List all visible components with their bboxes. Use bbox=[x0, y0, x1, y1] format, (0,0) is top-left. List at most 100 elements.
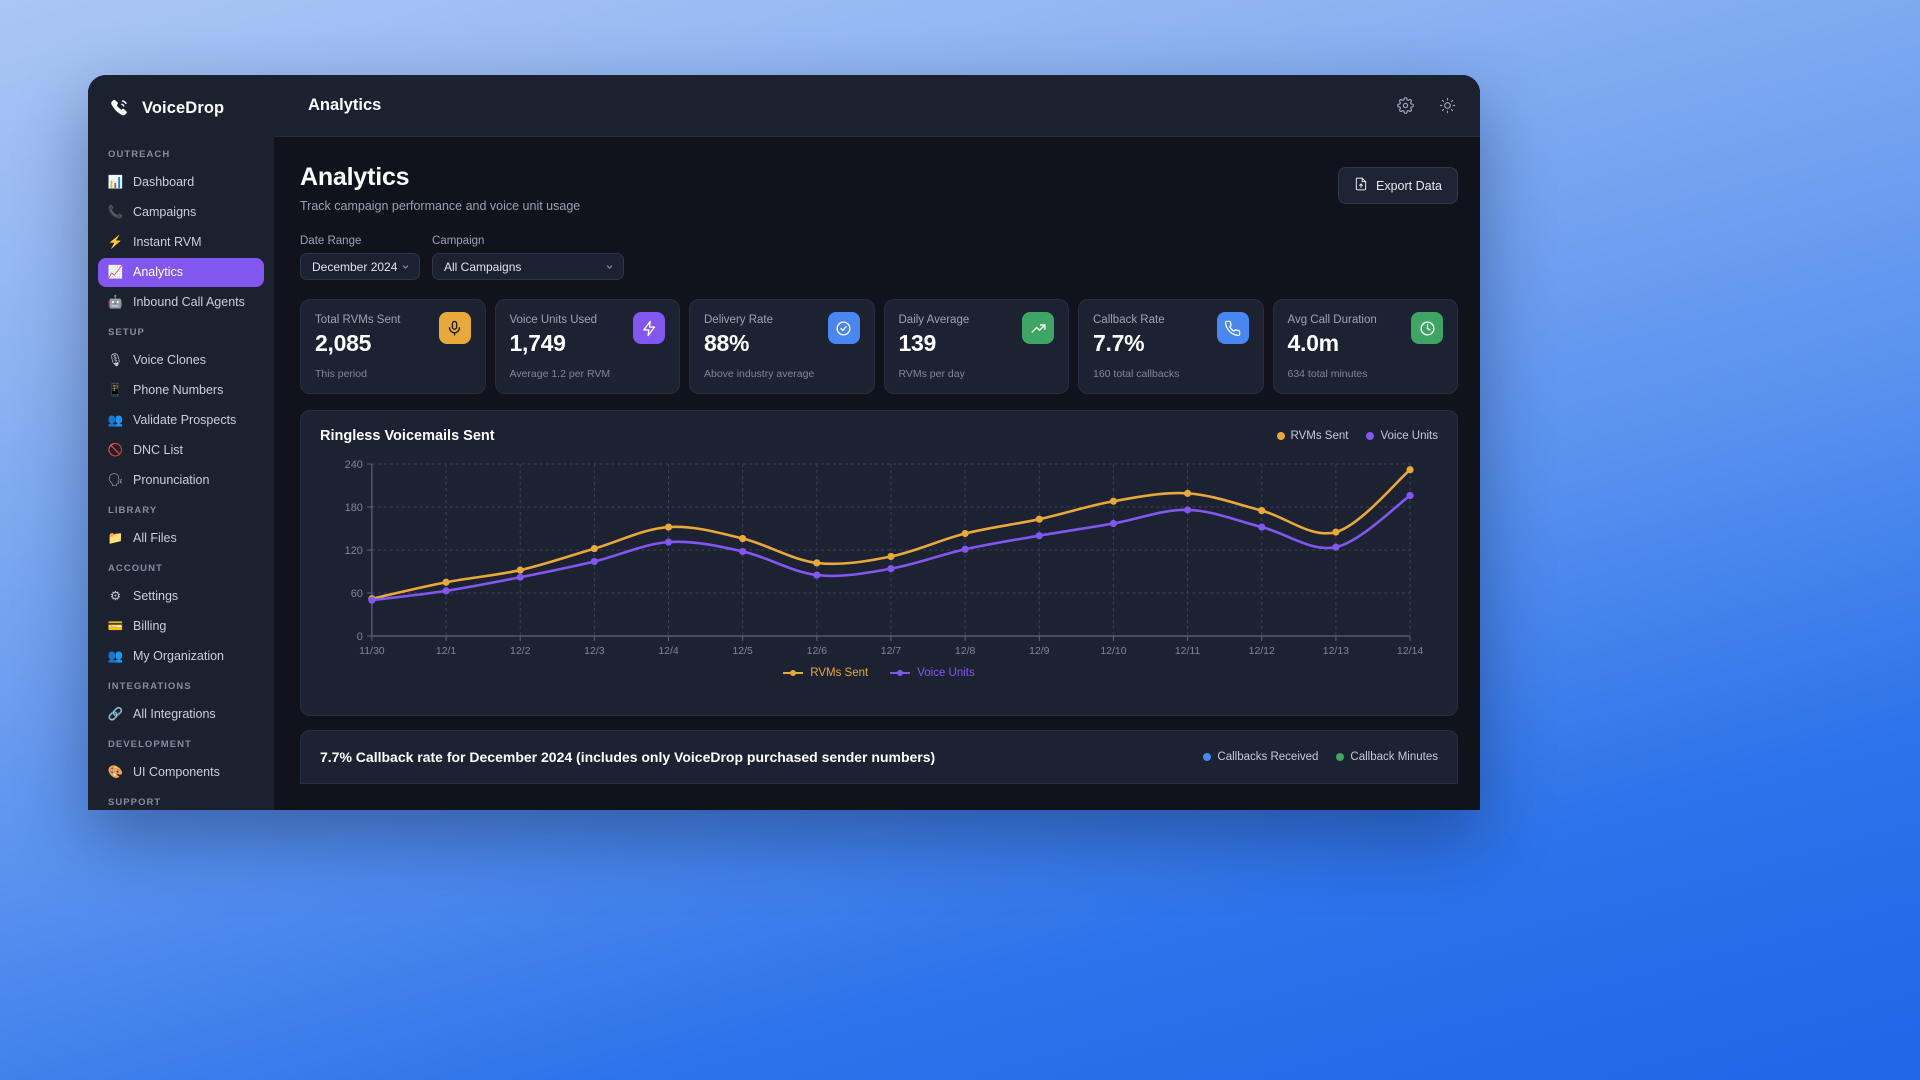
sidebar-item-all-files[interactable]: 📁 All Files bbox=[98, 524, 264, 553]
svg-text:12/11: 12/11 bbox=[1175, 646, 1201, 657]
sidebar-item-phone-numbers[interactable]: 📱 Phone Numbers bbox=[98, 376, 264, 405]
sidebar-item-analytics[interactable]: 📈 Analytics bbox=[98, 258, 264, 287]
legend-label: Voice Units bbox=[917, 667, 975, 679]
sidebar-item-campaigns[interactable]: 📞 Campaigns bbox=[98, 198, 264, 227]
stat-card-daily-average: Daily Average 139 RVMs per day bbox=[883, 299, 1069, 394]
gear-icon: ⚙ bbox=[109, 589, 122, 604]
date-range-selected-value: December 2024 bbox=[312, 259, 398, 274]
sidebar-section-development: DEVELOPMENT bbox=[108, 739, 192, 750]
sidebar-item-pronunciation[interactable]: 🗣 Pronunciation bbox=[98, 466, 264, 495]
palette-icon: 🎨 bbox=[107, 765, 124, 780]
sidebar-item-inbound-call-agents[interactable]: 🤖 Inbound Call Agents bbox=[98, 288, 264, 317]
people-icon: 👥 bbox=[107, 649, 124, 664]
sidebar-item-ui-components[interactable]: 🎨 UI Components bbox=[98, 758, 264, 787]
sun-icon[interactable] bbox=[1436, 95, 1458, 117]
topbar-actions bbox=[1394, 95, 1458, 117]
topbar-title: Analytics bbox=[308, 96, 382, 114]
link-icon: 🔗 bbox=[107, 707, 124, 722]
svg-text:12/14: 12/14 bbox=[1397, 646, 1423, 657]
sidebar-item-dnc-list[interactable]: 🚫 DNC List bbox=[98, 436, 264, 465]
chart-legend-bottom: RVMs Sent Voice Units bbox=[320, 667, 1438, 679]
filter-label-campaign: Campaign bbox=[432, 235, 485, 247]
legend-color-dot bbox=[1366, 432, 1375, 440]
stat-top: Daily Average 139 bbox=[898, 312, 1054, 357]
bar-chart-icon: 📊 bbox=[107, 175, 124, 190]
microphone-icon: 🎙 bbox=[107, 353, 124, 368]
filter-label-date-range: Date Range bbox=[300, 235, 362, 247]
phone-waves-icon bbox=[108, 97, 131, 120]
campaign-select[interactable]: All Campaigns bbox=[432, 253, 624, 280]
main-area: Analytics Analyt bbox=[274, 75, 1480, 810]
legend-line-marker bbox=[890, 672, 911, 674]
phone-icon bbox=[1216, 312, 1249, 344]
legend-item-voice-units[interactable]: Voice Units bbox=[1366, 430, 1438, 442]
sidebar-section-integrations: INTEGRATIONS bbox=[108, 681, 192, 692]
legend-label: RVMs Sent bbox=[810, 667, 869, 679]
stat-label: Avg Call Duration bbox=[1287, 314, 1377, 326]
stat-top: Total RVMs Sent 2,085 bbox=[315, 312, 471, 357]
keypad-icon: 📱 bbox=[107, 383, 124, 398]
chevron-down-icon bbox=[402, 264, 409, 269]
svg-text:12/5: 12/5 bbox=[732, 646, 753, 657]
sidebar-item-settings[interactable]: ⚙ Settings bbox=[98, 582, 264, 611]
sidebar-item-label: Billing bbox=[133, 619, 167, 634]
svg-text:120: 120 bbox=[345, 545, 363, 557]
callback-rate-card: 7.7% Callback rate for December 2024 (in… bbox=[300, 730, 1458, 784]
stat-card-avg-call-duration: Avg Call Duration 4.0m 634 total minutes bbox=[1272, 299, 1458, 394]
topbar: Analytics bbox=[274, 75, 1480, 137]
stat-footnote: 634 total minutes bbox=[1287, 368, 1368, 380]
svg-text:12/4: 12/4 bbox=[658, 646, 679, 657]
stat-label: Daily Average bbox=[898, 314, 970, 326]
sidebar-item-billing[interactable]: 💳 Billing bbox=[98, 612, 264, 641]
legend-label: RVMs Sent bbox=[1290, 430, 1349, 442]
legend-item-rvms-sent[interactable]: RVMs Sent bbox=[1276, 430, 1349, 442]
chevron-down-icon bbox=[606, 264, 613, 269]
bottom-legend-item-rvms-sent[interactable]: RVMs Sent bbox=[783, 667, 868, 679]
brand[interactable]: VoiceDrop bbox=[88, 75, 274, 140]
sidebar-item-label: Inbound Call Agents bbox=[133, 295, 245, 310]
stat-top: Delivery Rate 88% bbox=[704, 312, 860, 357]
svg-text:12/1: 12/1 bbox=[436, 646, 457, 657]
rvm-chart-card: Ringless Voicemails Sent RVMs Sent Voice … bbox=[300, 410, 1458, 716]
legend-color-dot bbox=[1203, 753, 1212, 761]
sidebar-item-label: Voice Clones bbox=[133, 353, 206, 368]
callback-legend-callbacks-received[interactable]: Callbacks Received bbox=[1203, 751, 1318, 763]
sidebar-item-voice-clones[interactable]: 🎙 Voice Clones bbox=[98, 346, 264, 375]
stat-label: Voice Units Used bbox=[509, 314, 598, 326]
sidebar-section-outreach: OUTREACH bbox=[108, 149, 171, 160]
sidebar-item-validate-prospects[interactable]: 👥 Validate Prospects bbox=[98, 406, 264, 435]
gear-icon[interactable] bbox=[1394, 95, 1416, 117]
stat-top: Avg Call Duration 4.0m bbox=[1287, 312, 1443, 357]
callback-legend-callback-minutes[interactable]: Callback Minutes bbox=[1336, 751, 1438, 763]
date-range-select[interactable]: December 2024 bbox=[300, 253, 420, 280]
svg-text:11/30: 11/30 bbox=[359, 646, 385, 657]
stat-label: Delivery Rate bbox=[704, 314, 774, 326]
stat-footnote: RVMs per day bbox=[898, 368, 965, 380]
svg-text:12/8: 12/8 bbox=[955, 646, 976, 657]
sidebar-section-account: ACCOUNT bbox=[108, 563, 163, 574]
sidebar-item-dashboard[interactable]: 📊 Dashboard bbox=[98, 168, 264, 197]
sidebar-item-my-organization[interactable]: 👥 My Organization bbox=[98, 642, 264, 671]
line-chart-icon: 📈 bbox=[107, 265, 124, 280]
sidebar-item-label: Campaigns bbox=[133, 205, 197, 220]
legend-color-dot bbox=[1276, 432, 1285, 440]
svg-text:12/3: 12/3 bbox=[584, 646, 605, 657]
svg-text:60: 60 bbox=[351, 588, 363, 600]
chart-legend: RVMs Sent Voice Units bbox=[1276, 430, 1438, 442]
stat-value: 4.0m bbox=[1287, 330, 1340, 356]
sidebar-item-all-integrations[interactable]: 🔗 All Integrations bbox=[98, 700, 264, 729]
legend-color-dot bbox=[1336, 753, 1345, 761]
brand-name: VoiceDrop bbox=[142, 99, 225, 117]
svg-text:0: 0 bbox=[357, 631, 363, 643]
sidebar-item-label: Instant RVM bbox=[133, 235, 202, 250]
bottom-legend-item-voice-units[interactable]: Voice Units bbox=[890, 667, 975, 679]
app-window: VoiceDrop OUTREACH 📊 Dashboard 📞 Campaigns ⚡ I… bbox=[88, 75, 1480, 810]
sidebar-item-instant-rvm[interactable]: ⚡ Instant RVM bbox=[98, 228, 264, 257]
stat-card-delivery-rate: Delivery Rate 88% Above industry average bbox=[689, 299, 875, 394]
sidebar-section-library: LIBRARY bbox=[108, 505, 158, 516]
export-data-button[interactable]: Export Data bbox=[1337, 167, 1458, 204]
no-entry-icon: 🚫 bbox=[107, 443, 124, 458]
credit-card-icon: 💳 bbox=[107, 619, 124, 634]
microphone-icon bbox=[438, 312, 471, 344]
callback-card-legend: Callbacks Received Callback Minutes bbox=[1203, 751, 1438, 763]
